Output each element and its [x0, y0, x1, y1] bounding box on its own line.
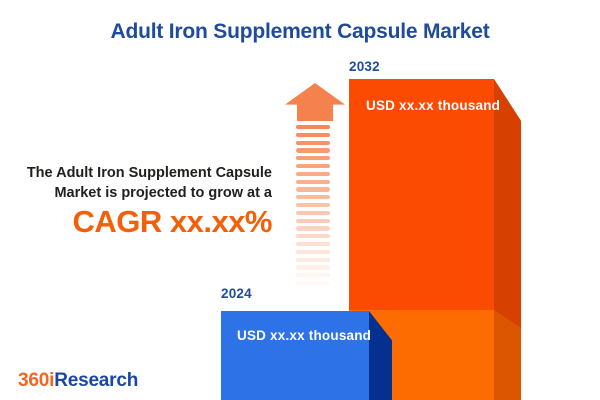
brand-logo-suffix: Research: [54, 370, 139, 391]
arrow-stripe: [296, 249, 330, 255]
brand-logo: 360iResearch: [18, 370, 138, 392]
arrow-stripe: [296, 148, 330, 153]
projection-line-2: Market is projected to grow at a: [54, 185, 272, 201]
cagr-text: CAGR xx.xx%: [72, 204, 272, 239]
arrow-stripe: [296, 140, 330, 145]
bar-2024-value: USD xx.xx thousand: [237, 328, 372, 343]
arrow-stripe: [296, 179, 330, 184]
bar-2032-base-side-face: [494, 310, 521, 400]
arrow-stripe: [296, 202, 330, 208]
arrow-stripe: [296, 187, 330, 192]
arrow-stripe: [296, 163, 330, 169]
up-arrow-icon: [285, 83, 345, 121]
arrow-stripe: [296, 257, 330, 262]
year-label-2032: 2032: [349, 59, 380, 74]
arrow-stripe: [296, 226, 330, 231]
brand-logo-prefix: 360i: [18, 370, 55, 391]
up-arrow-tail-stripes: [296, 125, 330, 286]
page-title: Adult Iron Supplement Capsule Market: [110, 20, 490, 43]
year-label-2024: 2024: [221, 286, 252, 301]
arrow-stripe: [296, 195, 330, 200]
arrow-stripe: [296, 156, 330, 161]
arrow-stripe: [296, 210, 330, 216]
arrow-stripe: [296, 280, 330, 286]
arrow-stripe: [296, 234, 330, 239]
bar-2024: [221, 311, 369, 400]
bar-2024-side-face: [369, 311, 392, 400]
arrow-stripe: [296, 265, 330, 270]
arrow-stripe: [296, 241, 330, 247]
bar-2032-value: USD xx.xx thousand: [366, 98, 501, 113]
arrow-stripe: [296, 218, 330, 223]
arrow-stripe: [296, 132, 330, 138]
arrow-stripe: [296, 273, 330, 278]
projection-line-1: The Adult Iron Supplement Capsule: [26, 165, 272, 181]
arrow-stripe: [296, 171, 330, 177]
projection-text: The Adult Iron Supplement Capsule Market…: [12, 163, 272, 203]
arrow-stripe: [296, 125, 330, 130]
